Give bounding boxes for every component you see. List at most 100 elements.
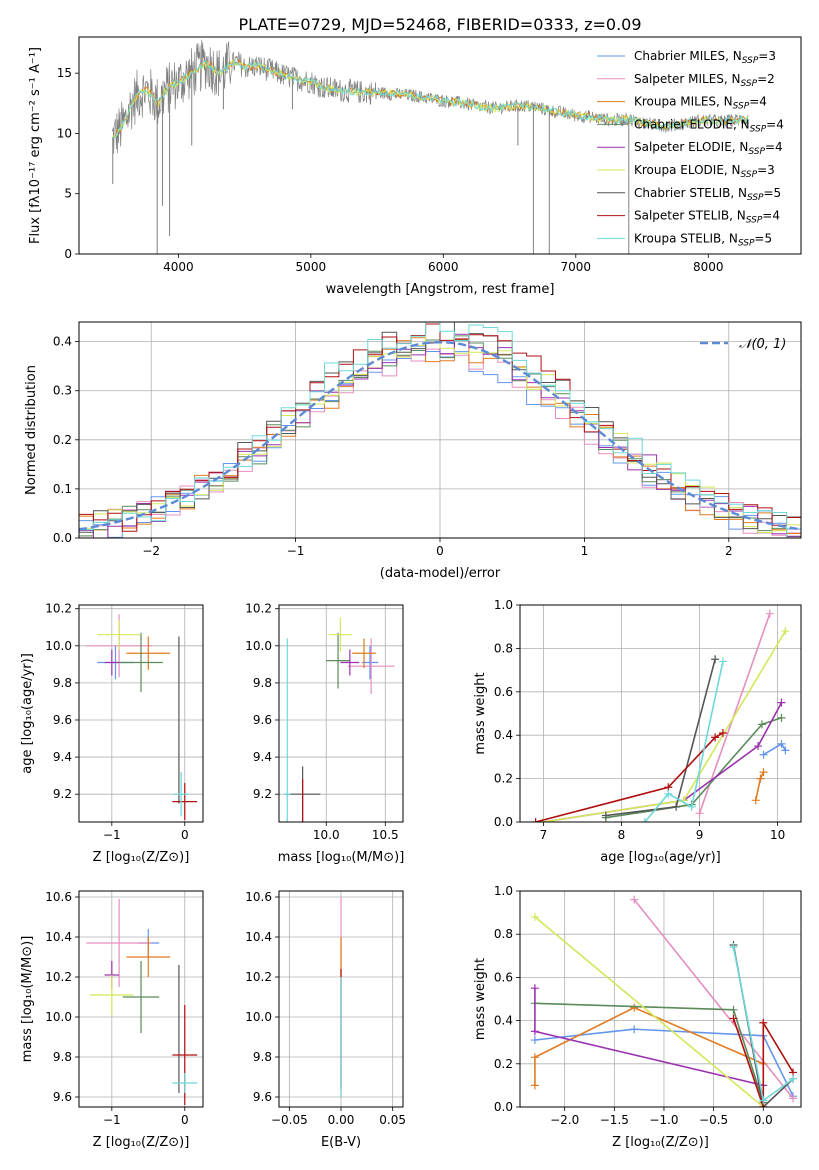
y-axis-label: mass weight	[473, 672, 488, 754]
axes-frame	[278, 890, 404, 1108]
weight-marker	[531, 818, 540, 822]
weight-marker	[781, 627, 790, 636]
legend-label: Kroupa MILES, NSSP=4	[634, 95, 767, 112]
weight-marker	[530, 1081, 539, 1090]
y-tick-label: 9.8	[53, 676, 72, 690]
plot-area	[530, 895, 798, 1107]
weight-marker	[630, 1003, 639, 1012]
x-tick-label: 7000	[561, 260, 592, 274]
y-tick-label: 0.3	[53, 384, 72, 398]
x-tick-label: 0.00	[328, 1113, 355, 1127]
weight-marker	[729, 1014, 738, 1023]
y-tick-label: 0.0	[53, 531, 72, 545]
y-tick-label: 0.8	[494, 641, 513, 655]
x-axis-label: age [log₁₀(age/yr)]	[600, 850, 721, 865]
x-tick-label: 0	[181, 828, 189, 842]
weight-marker	[729, 943, 738, 952]
weight-marker	[756, 774, 765, 783]
y-tick-label: 10.2	[45, 970, 72, 984]
legend-label: 𝒩(0, 1)	[739, 337, 786, 352]
x-tick-label: −0.5	[699, 1113, 728, 1127]
weight-series-line	[535, 732, 724, 822]
y-tick-label: 0.6	[494, 970, 513, 984]
plot-area	[86, 899, 198, 1105]
y-tick-label: 9.4	[253, 750, 272, 764]
weight-marker	[718, 729, 727, 738]
x-tick-label: 0.05	[379, 1113, 406, 1127]
errorbar-point	[126, 636, 171, 670]
y-tick-label: 0.4	[494, 1014, 513, 1028]
plot-area	[79, 322, 801, 538]
y-tick-label: 0	[64, 247, 72, 261]
legend-label: Chabrier STELIB, NSSP=5	[634, 186, 781, 203]
axes-frame	[78, 36, 802, 255]
weight-marker	[759, 1096, 768, 1105]
x-tick-label: 8000	[693, 260, 724, 274]
spectrum-model-line	[111, 58, 749, 138]
y-axis-label: age [log₁₀(age/yr)]	[20, 653, 35, 774]
weight-marker	[777, 713, 786, 722]
plot-area	[531, 609, 790, 822]
weight-marker	[664, 789, 673, 798]
y-tick-label: 10.2	[45, 602, 72, 616]
errorbar-point	[126, 937, 171, 977]
y-tick-label: 5	[64, 187, 72, 201]
y-tick-label: 9.8	[253, 676, 272, 690]
x-tick-label: −0.05	[271, 1113, 308, 1127]
weight-marker	[777, 739, 786, 748]
x-axis-label: Z [log₁₀(Z/Z⊙)]	[93, 1135, 190, 1150]
y-tick-label: 10	[57, 126, 72, 140]
y-tick-label: 9.6	[53, 713, 72, 727]
x-tick-label: 2	[725, 544, 733, 558]
weight-marker	[789, 1094, 798, 1103]
weight-marker	[729, 1005, 738, 1014]
x-tick-label: 0	[181, 1113, 189, 1127]
x-tick-label: 10.0	[313, 828, 340, 842]
y-tick-label: 0.1	[53, 482, 72, 496]
y-tick-label: 0.0	[494, 1100, 513, 1114]
y-tick-label: 10.6	[245, 890, 272, 904]
y-axis-label: mass [log₁₀(M/M⊙)]	[20, 936, 35, 1063]
x-tick-label: 0	[436, 544, 444, 558]
x-tick-label: −1	[103, 1113, 121, 1127]
weight-marker	[777, 698, 786, 707]
legend-label: Chabrier MILES, NSSP=3	[634, 49, 776, 66]
y-axis-label: mass weight	[473, 958, 488, 1040]
y-tick-label: 0.4	[53, 335, 72, 349]
plot-area	[86, 614, 198, 821]
errorbar-point	[172, 1073, 198, 1093]
x-tick-label: −2.0	[550, 1113, 579, 1127]
x-axis-label: mass [log₁₀(M/M⊙)]	[278, 850, 405, 865]
weight-marker	[530, 1027, 539, 1036]
axes-frame	[519, 604, 802, 823]
y-tick-label: 9.6	[53, 1090, 72, 1104]
weight-series-line	[644, 661, 724, 822]
x-axis-label: Z [log₁₀(Z/Z⊙)]	[612, 1135, 709, 1150]
errorbar-point	[352, 638, 376, 669]
axes-frame	[78, 321, 802, 539]
axes-frame	[519, 890, 802, 1108]
x-tick-label: 1	[581, 544, 589, 558]
weight-marker	[757, 720, 766, 729]
legend-label: Chabrier ELODIE, NSSP=4	[634, 117, 784, 134]
errorbar-point	[326, 632, 350, 689]
errorbar-point	[86, 899, 152, 987]
y-tick-label: 9.8	[53, 1050, 72, 1064]
legend-label: Kroupa STELIB, NSSP=5	[634, 231, 772, 248]
y-tick-label: 10.0	[45, 1010, 72, 1024]
errorbar-point	[328, 617, 353, 652]
x-tick-label: 6000	[428, 260, 459, 274]
weight-marker	[759, 750, 768, 759]
residuals-panel: −2 −1 0 1 2 0.0 0.1 0.2 0.3 0.4 (data-model)/error…	[24, 321, 802, 581]
weight-series-line	[605, 659, 716, 817]
y-tick-label: 10.4	[245, 930, 272, 944]
errorbar-point	[340, 649, 360, 676]
y-tick-label: 9.4	[53, 750, 72, 764]
x-tick-label: 8	[618, 828, 626, 842]
weight-marker	[695, 809, 704, 818]
weight-series-line	[534, 916, 764, 1107]
weight-marker	[751, 796, 760, 805]
y-tick-label: 9.6	[253, 1090, 272, 1104]
